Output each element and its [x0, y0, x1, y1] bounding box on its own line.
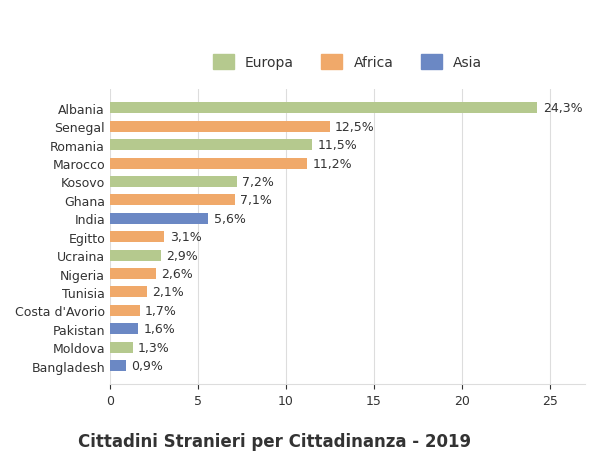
Bar: [110, 232, 164, 243]
Text: 7,2%: 7,2%: [242, 176, 274, 189]
Bar: [110, 287, 147, 298]
Bar: [110, 324, 138, 335]
Text: 1,7%: 1,7%: [145, 304, 177, 317]
Bar: [110, 158, 307, 169]
Text: 2,6%: 2,6%: [161, 268, 193, 280]
Bar: [110, 250, 161, 261]
Bar: [110, 122, 330, 133]
Bar: [110, 269, 155, 280]
Text: 5,6%: 5,6%: [214, 213, 245, 225]
Bar: [110, 195, 235, 206]
Text: 1,3%: 1,3%: [138, 341, 170, 354]
Text: 2,9%: 2,9%: [166, 249, 198, 262]
Text: 0,9%: 0,9%: [131, 359, 163, 372]
Bar: [110, 342, 133, 353]
Text: 3,1%: 3,1%: [170, 231, 202, 244]
Text: 12,5%: 12,5%: [335, 121, 375, 134]
Bar: [110, 103, 538, 114]
Legend: Europa, Africa, Asia: Europa, Africa, Asia: [206, 48, 489, 77]
Bar: [110, 305, 140, 316]
Bar: [110, 177, 236, 188]
Text: 2,1%: 2,1%: [152, 286, 184, 299]
Bar: [110, 360, 125, 371]
Text: 7,1%: 7,1%: [240, 194, 272, 207]
Text: 24,3%: 24,3%: [543, 102, 583, 115]
Text: 11,5%: 11,5%: [317, 139, 357, 152]
Text: 11,2%: 11,2%: [312, 157, 352, 170]
Text: Cittadini Stranieri per Cittadinanza - 2019: Cittadini Stranieri per Cittadinanza - 2…: [78, 432, 471, 450]
Text: 1,6%: 1,6%: [143, 323, 175, 336]
Bar: [110, 213, 208, 224]
Bar: [110, 140, 312, 151]
